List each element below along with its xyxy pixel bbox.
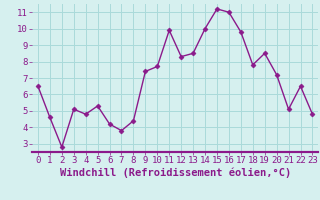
X-axis label: Windchill (Refroidissement éolien,°C): Windchill (Refroidissement éolien,°C) — [60, 168, 291, 178]
